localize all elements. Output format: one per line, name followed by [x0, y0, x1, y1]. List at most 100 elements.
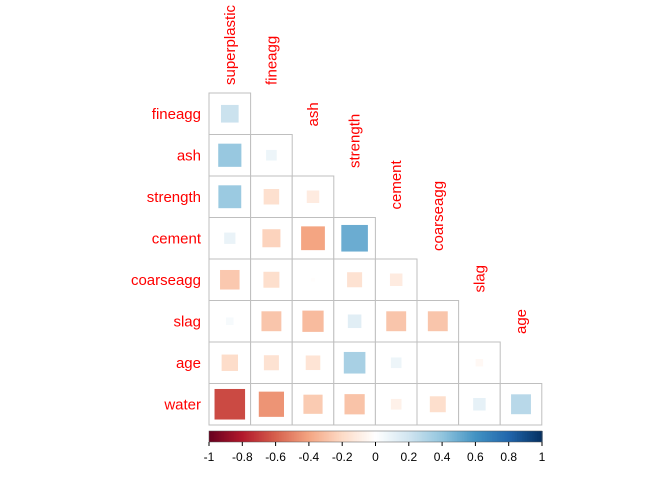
- colorbar-segment: [513, 431, 516, 442]
- corr-square-ash-superplastic: [218, 143, 242, 167]
- colorbar-segment: [283, 431, 287, 442]
- colorbar-segment: [437, 431, 440, 442]
- colorbar-segment: [277, 431, 280, 442]
- corr-square-slag-coarseagg: [427, 311, 448, 332]
- colorbar-segment: [368, 431, 372, 442]
- colorbar-segment: [488, 431, 491, 442]
- colorbar-segment: [527, 431, 530, 442]
- corr-square-age-strength: [343, 351, 366, 374]
- colorbar-segment: [323, 431, 327, 442]
- colorbar-segment: [272, 431, 275, 442]
- colorbar-segment: [317, 431, 320, 442]
- colorbar-segment: [405, 431, 408, 442]
- colorbar-segment: [400, 431, 403, 442]
- colorbar-segment: [238, 431, 242, 442]
- colorbar-segment: [332, 431, 335, 442]
- colorbar-segment: [287, 431, 290, 442]
- col-label-strength: strength: [347, 114, 364, 168]
- colorbar-segment: [508, 431, 511, 442]
- colorbar-segment: [242, 431, 245, 442]
- colorbar-segment: [330, 431, 333, 442]
- colorbar-segment: [248, 431, 252, 442]
- colorbar-segment: [402, 431, 405, 442]
- col-label-age: age: [513, 309, 530, 334]
- colorbar-segment: [328, 431, 332, 442]
- colorbar-segment: [348, 431, 352, 442]
- corr-square-age-slag: [475, 358, 484, 367]
- corr-square-coarseagg-fineagg: [263, 271, 280, 288]
- corr-square-slag-superplastic: [226, 317, 234, 326]
- colorbar-segment: [227, 431, 230, 442]
- corr-square-water-cement: [390, 398, 402, 410]
- colorbar-segment: [473, 431, 476, 442]
- colorbar-tick-label: 1: [539, 450, 546, 464]
- colorbar-segment: [392, 431, 395, 442]
- colorbar-segment: [435, 431, 438, 442]
- colorbar-segment: [447, 431, 450, 442]
- colorbar-segment: [357, 431, 360, 442]
- colorbar-segment: [360, 431, 363, 442]
- colorbar-segment: [350, 431, 353, 442]
- colorbar-segment: [522, 431, 525, 442]
- colorbar-segment: [218, 431, 222, 442]
- colorbar-segment: [538, 431, 541, 442]
- colorbar-segment: [525, 431, 528, 442]
- row-label-strength: strength: [147, 189, 201, 206]
- colorbar-segment: [253, 431, 257, 442]
- colorbar-segment: [497, 431, 500, 442]
- col-label-fineagg: fineagg: [263, 36, 280, 85]
- colorbar-segment: [363, 431, 367, 442]
- corr-square-coarseagg-strength: [347, 272, 363, 288]
- grid-cell: [208, 341, 252, 384]
- colorbar-segment: [472, 431, 475, 442]
- colorbar-segment: [520, 431, 523, 442]
- corr-square-water-superplastic: [214, 388, 246, 420]
- corr-square-water-ash: [303, 394, 323, 414]
- colorbar-segment: [530, 431, 533, 442]
- colorbar-segment: [452, 431, 455, 442]
- colorbar-segment: [305, 431, 308, 442]
- colorbar-segment: [247, 431, 250, 442]
- colorbar-segment: [252, 431, 255, 442]
- colorbar-segment: [225, 431, 228, 442]
- colorbar-tick-label: -1: [204, 450, 215, 464]
- corr-square-water-slag: [473, 398, 486, 411]
- grid-cell: [250, 217, 293, 260]
- colorbar-segment: [532, 431, 535, 442]
- colorbar-tick-label: -0.6: [265, 450, 286, 464]
- colorbar-segment: [540, 431, 543, 442]
- corr-square-age-superplastic: [221, 354, 238, 371]
- colorbar-segment: [427, 431, 430, 442]
- colorbar-segment: [393, 431, 397, 442]
- colorbar-segment: [477, 431, 480, 442]
- col-label-superplastic: superplastic: [222, 4, 239, 85]
- grid-cell: [333, 258, 376, 301]
- colorbar-tick-label: 0.6: [467, 450, 484, 464]
- colorbar-segment: [372, 431, 375, 442]
- colorbar-segment: [395, 431, 398, 442]
- colorbar-segment: [282, 431, 285, 442]
- corr-square-strength-superplastic: [218, 185, 242, 209]
- colorbar-segment: [478, 431, 481, 442]
- colorbar-segment: [490, 431, 493, 442]
- col-label-ash: ash: [305, 102, 322, 126]
- colorbar-segment: [275, 431, 278, 442]
- colorbar-segment: [422, 431, 425, 442]
- colorbar-segment: [342, 431, 345, 442]
- colorbar-segment: [430, 431, 433, 442]
- corr-square-strength-ash: [306, 190, 320, 203]
- colorbar-segment: [222, 431, 225, 442]
- grid-cell: [416, 341, 460, 384]
- colorbar-tick-label: -0.4: [299, 450, 320, 464]
- colorbar-segment: [215, 431, 218, 442]
- colorbar-tick-label: 0.8: [500, 450, 517, 464]
- colorbar-segment: [493, 431, 496, 442]
- colorbar-segment: [483, 431, 486, 442]
- colorbar-segment: [355, 431, 358, 442]
- colorbar-segment: [303, 431, 307, 442]
- colorbar-segment: [505, 431, 508, 442]
- colorbar-segment: [260, 431, 263, 442]
- colorbar-segment: [378, 431, 382, 442]
- colorbar-segment: [453, 431, 457, 442]
